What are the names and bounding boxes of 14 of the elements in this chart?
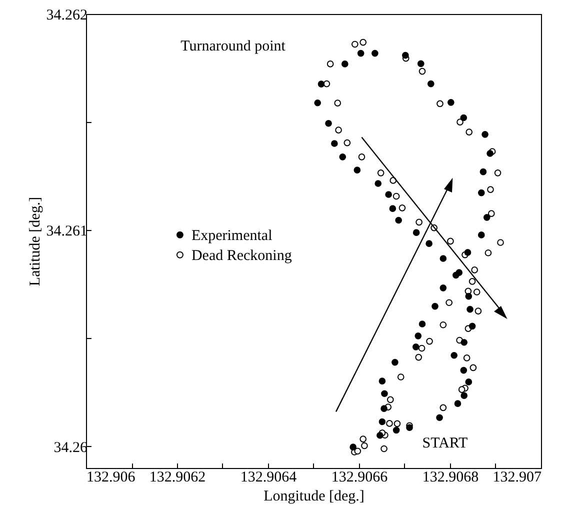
x-axis-title: Longitude [deg.]: [264, 488, 364, 504]
legend-label: Dead Reckoning: [191, 248, 292, 264]
x-tick-label: 132.907: [492, 470, 542, 486]
y-tick-label: 34.262: [46, 8, 88, 24]
x-tick-label: 132.9068: [422, 470, 479, 486]
x-tick-label: 132.9064: [240, 470, 298, 486]
x-tick-label: 132.9062: [149, 470, 206, 486]
x-tick-label: 132.9066: [331, 470, 388, 486]
x-tick-label: 132.906: [86, 470, 136, 486]
y-axis-title: Latitude [deg.]: [27, 196, 44, 286]
annotation: START: [422, 436, 468, 452]
annotation: Turnaround point: [180, 38, 286, 56]
legend-label: Experimental: [191, 228, 272, 244]
y-tick-label: 34.261: [46, 224, 88, 240]
